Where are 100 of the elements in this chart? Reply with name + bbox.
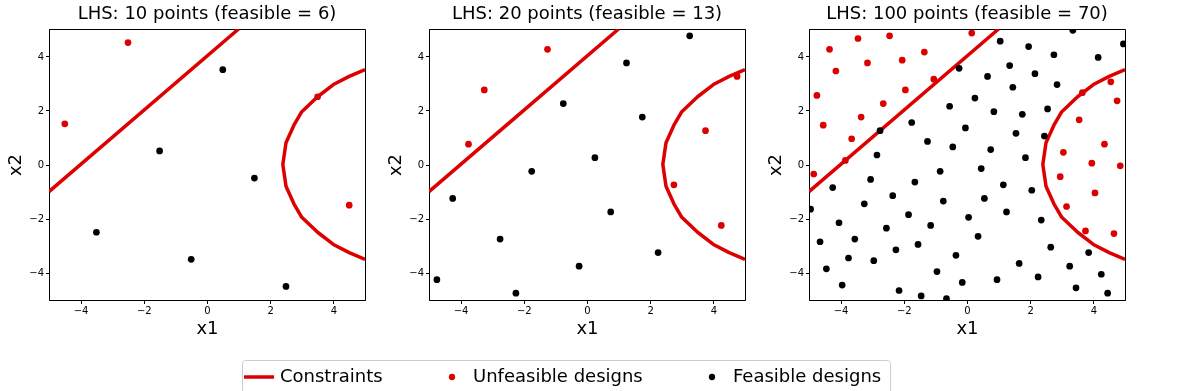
y-tick-label: 2: [797, 104, 804, 116]
point: [251, 174, 258, 182]
x-tick-label: −2: [136, 305, 152, 316]
y-axis-title: x2: [4, 153, 26, 177]
y-tick-label: −4: [789, 267, 804, 279]
point: [686, 32, 694, 40]
point: [345, 201, 353, 209]
x-axis-title: x1: [956, 317, 979, 338]
y-tick-label: −2: [789, 213, 804, 225]
point: [1060, 148, 1067, 156]
point: [854, 35, 862, 42]
x-tick-label: 4: [330, 305, 338, 316]
point: [61, 120, 69, 128]
point: [810, 170, 818, 178]
point: [702, 127, 709, 134]
point: [1091, 189, 1099, 197]
point: [623, 59, 630, 67]
y-tick-label: 2: [37, 104, 44, 116]
legend-label: Feasible designs: [733, 365, 882, 386]
y-axis-title: x2: [384, 153, 406, 177]
point: [819, 121, 827, 129]
y-tick-label: 0: [417, 159, 424, 170]
point: [733, 73, 741, 80]
chart-title: LHS: 10 points (feasible = 6): [77, 2, 337, 23]
chart-title: LHS: 20 points (feasible = 13): [451, 2, 723, 23]
point: [93, 228, 100, 236]
point: [813, 92, 821, 99]
point: [156, 147, 163, 155]
x-tick-label: 0: [204, 305, 211, 316]
point: [879, 100, 887, 107]
point: [528, 167, 536, 175]
y-tick-label: −4: [409, 267, 424, 279]
point: [902, 86, 909, 94]
point: [1107, 78, 1115, 86]
point: [826, 45, 833, 53]
point: [1063, 203, 1070, 210]
point: [638, 113, 646, 121]
x-tick-label: −2: [896, 305, 912, 316]
point: [898, 56, 906, 64]
point: [575, 262, 583, 270]
y-axis-title: x2: [764, 153, 786, 177]
point: [591, 154, 599, 162]
point: [544, 45, 551, 53]
point: [717, 222, 725, 229]
point: [465, 140, 472, 148]
point: [559, 100, 567, 107]
point: [219, 66, 227, 73]
y-tick-label: −2: [409, 213, 424, 225]
point: [1075, 116, 1083, 124]
point: [848, 135, 856, 143]
point: [1113, 97, 1121, 105]
point: [1078, 89, 1086, 97]
line-series: [661, 67, 745, 262]
x-tick-label: 4: [710, 305, 718, 316]
point: [1116, 162, 1124, 170]
point: [187, 256, 195, 263]
y-tick-label: 4: [37, 50, 44, 62]
point: [670, 181, 678, 189]
legend-label: Unfeasible designs: [473, 365, 643, 386]
y-tick-label: 2: [417, 104, 424, 116]
x-tick-label: −2: [516, 305, 532, 316]
point: [930, 75, 938, 83]
x-axis-title: x1: [576, 317, 599, 338]
y-tick-label: −2: [29, 213, 44, 225]
x-tick-label: −4: [833, 305, 849, 316]
point: [433, 276, 441, 284]
x-tick-label: 2: [1027, 305, 1034, 316]
point: [449, 195, 457, 202]
x-tick-label: 0: [584, 305, 591, 316]
point: [1056, 173, 1064, 181]
line-series: [1041, 67, 1125, 262]
point: [857, 113, 865, 121]
y-tick-label: 0: [797, 159, 804, 170]
point: [886, 32, 893, 40]
y-tick-label: 4: [417, 50, 424, 62]
point: [841, 157, 849, 164]
point: [124, 39, 132, 46]
point: [654, 249, 662, 256]
x-tick-label: 4: [1090, 305, 1098, 316]
point: [1101, 140, 1108, 148]
point: [480, 86, 488, 94]
x-tick-label: 2: [647, 305, 654, 316]
y-tick-label: 4: [797, 50, 804, 62]
point: [1110, 230, 1118, 237]
x-axis-title: x1: [196, 317, 219, 338]
point: [512, 289, 520, 297]
x-tick-label: −4: [73, 305, 89, 316]
legend-label: Constraints: [280, 365, 383, 386]
x-tick-label: 0: [964, 305, 971, 316]
x-tick-label: −4: [453, 305, 469, 316]
point: [864, 59, 871, 67]
point: [496, 235, 504, 243]
point: [607, 208, 615, 216]
point: [832, 67, 840, 75]
x-tick-label: 2: [267, 305, 274, 316]
line-series: [281, 67, 365, 262]
point: [1082, 227, 1089, 235]
point: [314, 93, 321, 101]
y-tick-label: −4: [29, 267, 44, 279]
point: [1088, 159, 1096, 167]
